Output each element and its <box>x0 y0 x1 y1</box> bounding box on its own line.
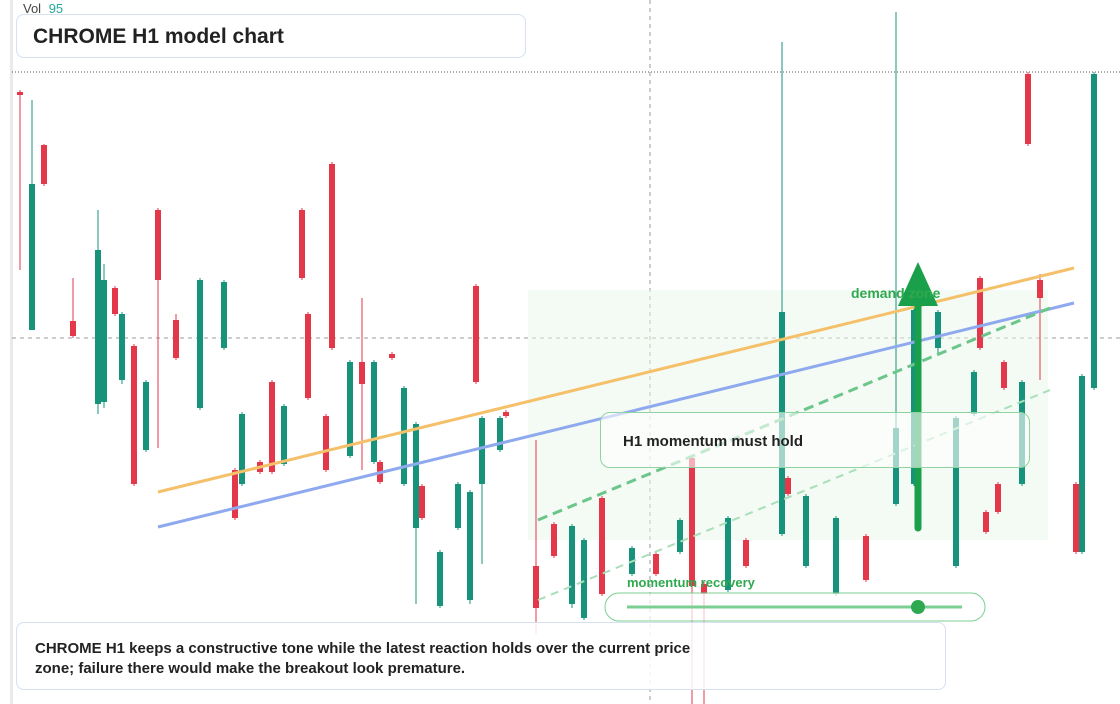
candle-body <box>803 496 809 566</box>
candle-body <box>29 184 35 330</box>
candle-body <box>863 536 869 580</box>
candle-body <box>95 250 101 404</box>
candle-body <box>419 486 425 518</box>
candle-body <box>70 321 76 336</box>
candle-body <box>599 498 605 594</box>
left-edge <box>10 0 13 704</box>
summary: CHROME H1 keeps a constructive tone whil… <box>16 622 946 690</box>
candle-body <box>935 312 941 348</box>
candle-body <box>131 346 137 484</box>
candle-body <box>155 210 161 280</box>
candle-body <box>455 484 461 528</box>
candle-body <box>221 282 227 348</box>
callout: H1 momentum must hold <box>600 412 1030 468</box>
vol-label: Vol <box>23 1 42 16</box>
chart-title: CHROME H1 model chart <box>16 14 526 58</box>
candle-body <box>269 382 275 472</box>
vol-value: 95 <box>48 1 64 16</box>
candle-body <box>143 382 149 450</box>
candle-body <box>977 278 983 348</box>
candle-body <box>1001 362 1007 388</box>
candle-body <box>473 286 479 382</box>
candle-body <box>725 518 731 590</box>
candle-body <box>479 418 485 484</box>
candle-body <box>101 280 107 402</box>
candle-body <box>329 164 335 348</box>
candle-body <box>413 424 419 528</box>
vol-legend: Vol 95 <box>23 1 63 16</box>
candle-body <box>112 288 118 314</box>
candle-body <box>677 520 683 552</box>
candle-body <box>41 145 47 184</box>
arrow-head <box>898 262 938 306</box>
candle-body <box>983 512 989 532</box>
candle-body <box>533 566 539 608</box>
candle-body <box>785 478 791 494</box>
candle-body <box>701 584 707 594</box>
slider-label: momentum recovery <box>627 575 756 590</box>
candle-body <box>239 414 245 484</box>
candle-body <box>1037 280 1043 298</box>
candle-body <box>119 314 125 380</box>
candle-body <box>1073 484 1079 552</box>
candle-body <box>689 458 695 586</box>
candle-body <box>995 484 1001 512</box>
candle-body <box>401 388 407 484</box>
candle-body <box>581 540 587 618</box>
candle-body <box>173 320 179 358</box>
candle-body <box>569 526 575 604</box>
candle-body <box>437 552 443 606</box>
candle-body <box>497 418 503 450</box>
candle-body <box>833 518 839 594</box>
candle-body <box>299 210 305 278</box>
candle-body <box>347 362 353 456</box>
zone-label: demand zone <box>851 285 941 301</box>
candle-body <box>232 470 238 518</box>
summary-text: CHROME H1 keeps a constructive tone whil… <box>35 640 691 677</box>
candle-body <box>323 416 329 470</box>
candle-body <box>653 554 659 574</box>
candle-body <box>371 362 377 462</box>
candle-body <box>1079 376 1085 552</box>
candle-body <box>281 406 287 464</box>
candle-body <box>17 92 23 95</box>
candle-body <box>1091 74 1097 388</box>
candle-body <box>389 354 395 358</box>
candle-body <box>467 492 473 600</box>
candle-body <box>197 280 203 408</box>
candle-body <box>503 412 509 416</box>
slider-knob <box>911 600 925 614</box>
candle-body <box>1025 74 1031 144</box>
candle-body <box>971 372 977 414</box>
candle-body <box>743 540 749 566</box>
candle-body <box>359 362 365 384</box>
candle-body <box>953 418 959 566</box>
candle-body <box>305 314 311 398</box>
candle-body <box>551 524 557 556</box>
candle-body <box>911 310 917 484</box>
